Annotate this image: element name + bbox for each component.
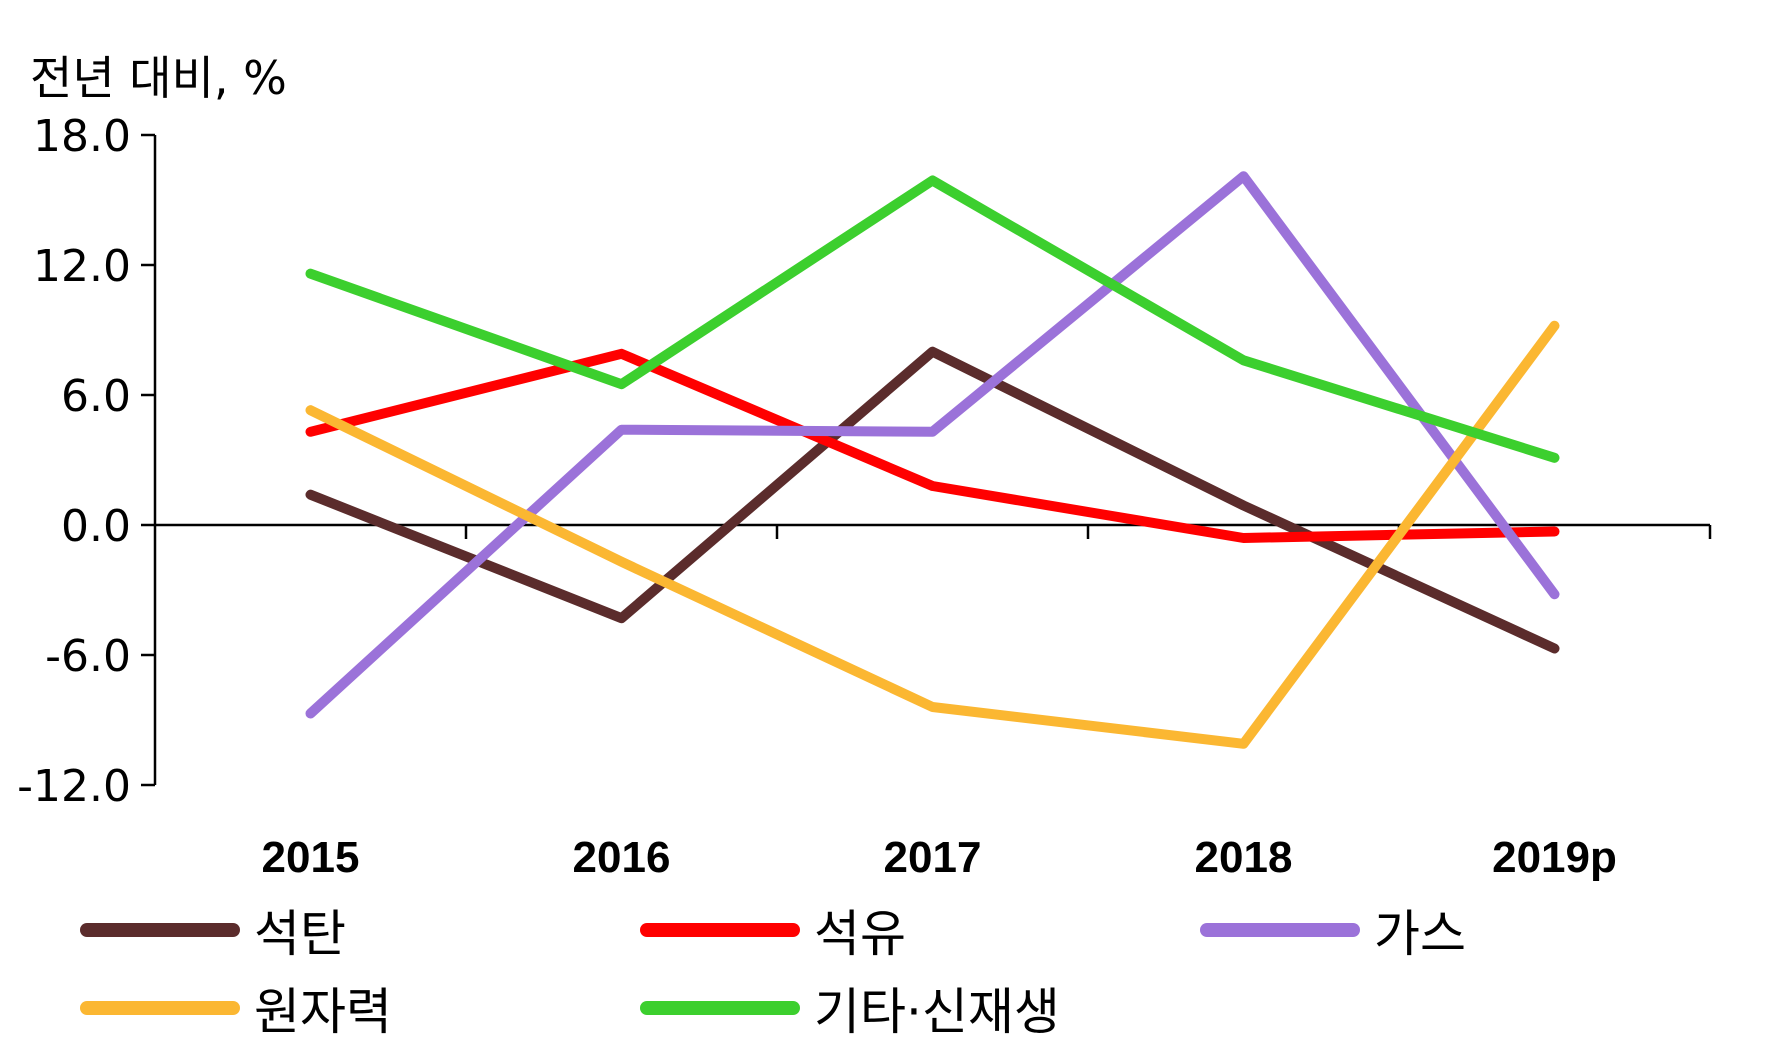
- legend-item-coal: 석탄: [80, 895, 346, 965]
- legend-label-gas: 가스: [1374, 905, 1466, 963]
- y-tick-label: 0.0: [61, 501, 131, 552]
- y-tick-label: 18.0: [33, 111, 131, 162]
- x-tick-label: 2019p: [1492, 833, 1617, 882]
- series-line-2: [305, 171, 1560, 719]
- x-tick-label: 2017: [884, 833, 982, 882]
- legend-swatch-renewable: [640, 1001, 800, 1015]
- y-tick-label: -6.0: [45, 631, 131, 682]
- legend-swatch-oil: [640, 923, 800, 937]
- legend-item-nuclear: 원자력: [80, 973, 392, 1043]
- legend-label-coal: 석탄: [254, 905, 346, 963]
- legend-swatch-nuclear: [80, 1001, 240, 1015]
- legend-item-oil: 석유: [640, 895, 906, 965]
- y-tick-label: -12.0: [17, 761, 131, 812]
- x-tick-label: 2015: [262, 833, 360, 882]
- legend-label-nuclear: 원자력: [254, 983, 392, 1041]
- y-tick-label: 12.0: [33, 241, 131, 292]
- legend: 석탄 석유 가스 원자력 기타·신재생: [80, 895, 1700, 1055]
- legend-swatch-gas: [1200, 923, 1360, 937]
- legend-item-renewable: 기타·신재생: [640, 973, 1060, 1043]
- legend-swatch-coal: [80, 923, 240, 937]
- x-tick-label: 2016: [573, 833, 671, 882]
- series-lines: [305, 171, 1560, 749]
- y-axis-label: 전년 대비, %: [30, 51, 287, 105]
- legend-label-renewable: 기타·신재생: [814, 983, 1060, 1041]
- series-line-1: [305, 348, 1560, 543]
- axes: [153, 135, 1712, 785]
- legend-item-gas: 가스: [1200, 895, 1466, 965]
- y-tick-label: 6.0: [61, 371, 131, 422]
- y-ticks: 18.0 12.0 6.0 0.0 -6.0 -12.0: [17, 111, 155, 812]
- series-line-4: [305, 175, 1560, 463]
- x-tick-label: 2018: [1195, 833, 1293, 882]
- legend-label-oil: 석유: [814, 905, 906, 963]
- x-ticks: 2015 2016 2017 2018 2019p: [262, 833, 1617, 882]
